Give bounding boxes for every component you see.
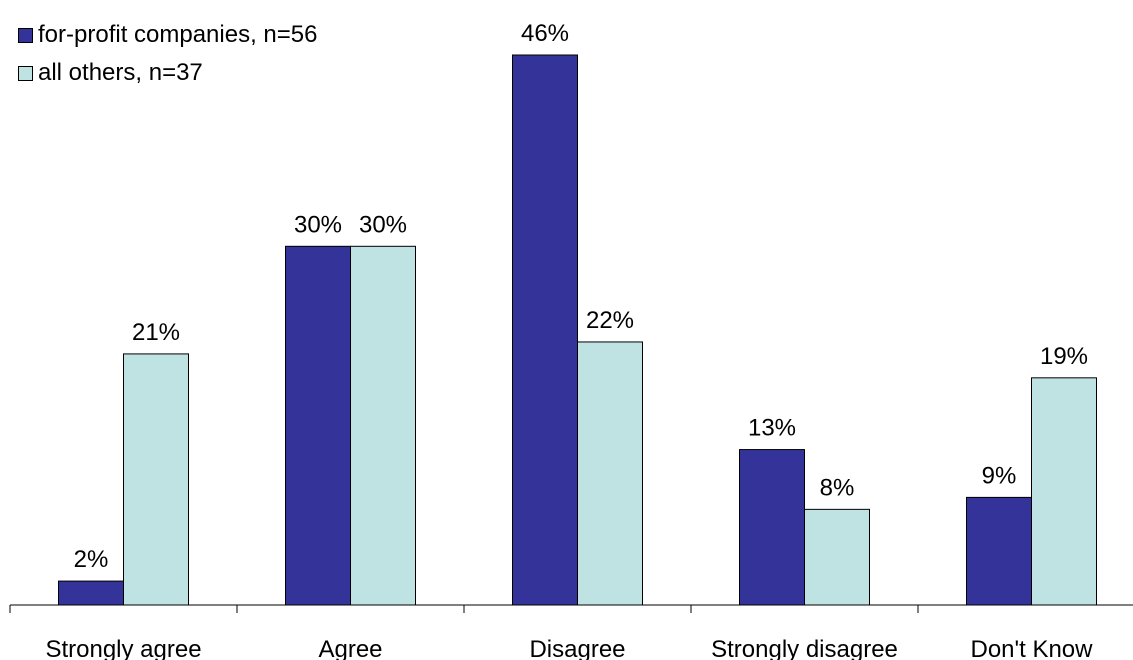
legend-item-for-profit: for-profit companies, n=56 [18, 16, 317, 54]
bar-don-t-know-series-1 [966, 496, 1032, 606]
data-label-don-t-know-series-2: 19% [1040, 343, 1088, 370]
data-label-strongly-disagree-series-2: 8% [820, 474, 855, 501]
data-label-agree-series-1: 30% [294, 211, 342, 238]
legend-swatch-for-profit [18, 27, 33, 43]
bar-strongly-disagree-series-2 [804, 508, 870, 606]
x-tick-label-disagree: Disagree [529, 636, 625, 660]
bar-agree-series-2 [350, 245, 416, 606]
data-label-disagree-series-1: 46% [521, 20, 569, 47]
data-label-agree-series-2: 30% [359, 211, 407, 238]
data-label-strongly-disagree-series-1: 13% [748, 415, 796, 442]
chart-legend: for-profit companies, n=56 all others, n… [18, 16, 317, 92]
bar-strongly-agree-series-1 [58, 580, 124, 606]
data-label-disagree-series-2: 22% [586, 307, 634, 334]
bar-don-t-know-series-2 [1031, 377, 1097, 606]
bar-disagree-series-1 [512, 54, 578, 606]
bar-strongly-disagree-series-1 [739, 449, 805, 606]
data-label-strongly-agree-series-1: 2% [74, 546, 109, 573]
bar-disagree-series-2 [577, 341, 643, 606]
x-tick-label-don-t-know: Don't Know [971, 636, 1094, 660]
legend-item-all-others: all others, n=37 [18, 54, 317, 92]
bar-strongly-agree-series-2 [123, 353, 189, 606]
x-tick-label-strongly-disagree: Strongly disagree [711, 636, 898, 660]
data-label-strongly-agree-series-2: 21% [132, 319, 180, 346]
x-tick-label-agree: Agree [318, 636, 382, 660]
data-label-don-t-know-series-1: 9% [982, 462, 1017, 489]
legend-label-for-profit: for-profit companies, n=56 [38, 21, 318, 48]
x-tick-label-strongly-agree: Strongly agree [45, 636, 201, 660]
legend-label-all-others: all others, n=37 [38, 59, 203, 86]
bar-agree-series-1 [285, 245, 351, 606]
legend-swatch-all-others [18, 65, 33, 81]
